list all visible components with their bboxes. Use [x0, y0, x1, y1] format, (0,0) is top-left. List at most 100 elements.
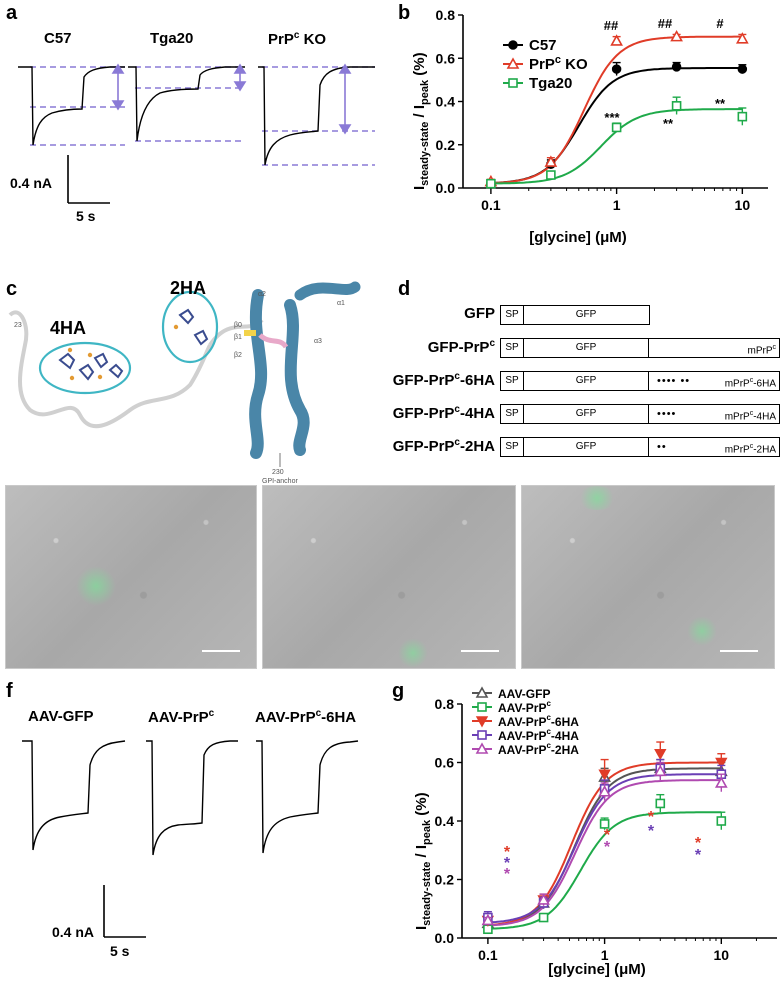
data-point — [653, 764, 667, 777]
legend-label: C57 — [529, 37, 557, 54]
sig-mark-3: # — [716, 16, 724, 31]
x-tick-label: 10 — [714, 947, 730, 963]
y-tick-label: 0.4 — [436, 94, 456, 110]
data-point — [486, 178, 496, 189]
star-2: * — [504, 855, 511, 872]
tick-labels: 0.0 0.2 0.4 0.6 0.8 0.1 1 10 — [435, 696, 730, 963]
legend-marker — [508, 40, 518, 50]
star-5: * — [604, 839, 611, 856]
prp-segment: •• mPrPc-2HA — [648, 438, 779, 456]
legend-label: AAV-PrPc-6HA — [498, 713, 579, 729]
star-6: * — [648, 809, 655, 826]
prp-segment: •••• mPrPc-4HA — [648, 405, 779, 423]
prp-segment: mPrPc — [648, 339, 779, 357]
trace-aav-prpc — [146, 740, 238, 856]
micrograph-1 — [5, 485, 257, 669]
sig-mark-2: ## — [658, 16, 673, 31]
legend: AAV-GFPAAV-PrPcAAV-PrPc-6HAAAV-PrPc-4HAA… — [472, 686, 579, 757]
scale-bar — [461, 650, 499, 652]
label-residue-23: 23 — [14, 322, 22, 329]
gfp-segment: GFP — [575, 309, 597, 320]
data-point — [537, 893, 550, 905]
gfp-segment: GFP — [575, 342, 597, 353]
panel-letter-b: b — [398, 2, 411, 24]
label-beta2: β2 — [234, 352, 242, 359]
y-tick-label: 0.2 — [435, 872, 455, 888]
construct-box: SP GFP •• mPrPc-2HA — [500, 437, 780, 457]
legend-marker — [508, 78, 518, 88]
fit-curve — [490, 35, 743, 184]
legend-label: PrPc KO — [529, 54, 588, 73]
ha-circle-2ha — [161, 290, 219, 364]
scale-bar — [720, 650, 758, 652]
axes — [457, 703, 777, 944]
trace-label-aav-gfp: AAV-GFP — [28, 708, 94, 725]
star-9: * — [695, 847, 702, 864]
scale-current-f: 0.4 nA — [52, 924, 95, 940]
panel-letter-g: g — [392, 680, 405, 702]
data-point — [599, 819, 610, 829]
region-label-4ha: 4HA — [50, 318, 87, 338]
double-arrows — [111, 63, 352, 135]
scale-time-f: 5 s — [110, 943, 130, 959]
data-point — [670, 29, 683, 42]
data-point — [715, 757, 728, 769]
construct-row: GFP-PrPc-4HA SP GFP •••• mPrPc-4HA — [393, 404, 780, 426]
trace-aav-gfp — [22, 740, 126, 851]
construct-row: GFP-PrPc-6HA SP GFP •••• •• mPrPc-6HA — [393, 371, 780, 393]
data-point — [716, 816, 727, 826]
data-point — [611, 122, 622, 133]
data-point — [610, 34, 623, 46]
legend-marker — [477, 730, 487, 740]
ha-tag-dots: •••• — [657, 408, 677, 420]
data-point — [671, 62, 682, 72]
trace-prpc-ko — [258, 66, 375, 166]
data-points — [481, 741, 728, 935]
micrograph-2 — [262, 485, 516, 669]
dashed-guides — [30, 66, 375, 166]
prp-label: mPrPc-2HA — [724, 443, 776, 456]
panel-a-traces — [18, 63, 375, 204]
panel-letter-f: f — [6, 680, 13, 702]
gfp-signal — [577, 486, 617, 510]
scale-bar-a — [67, 155, 110, 204]
data-point — [546, 170, 556, 180]
legend-label: AAV-GFP — [498, 687, 550, 701]
trace-label-aav-prpc-6ha: AAV-PrPc-6HA — [255, 708, 357, 726]
construct-row: GFP-PrPc SP GFP mPrPc — [410, 338, 780, 360]
legend-marker — [475, 686, 489, 698]
gfp-segment: GFP — [575, 375, 597, 386]
construct-row: GFP-PrPc-2HA SP GFP •• mPrPc-2HA — [393, 437, 780, 459]
panel-letter-d: d — [398, 278, 411, 300]
ha-tag-dots: •••• •• — [657, 375, 691, 387]
x-tick-label: 1 — [613, 197, 621, 213]
star-4: * — [604, 827, 611, 844]
helix-pink — [258, 333, 289, 349]
sig-mark-6: ** — [663, 116, 674, 131]
y-tick-label: 0.8 — [435, 696, 455, 712]
legend-label: AAV-PrPc — [498, 699, 551, 715]
construct-name: GFP — [464, 305, 495, 322]
construct-name: GFP-PrPc-6HA — [392, 371, 495, 389]
data-point — [655, 798, 666, 809]
construct-list: GFP SP GFP GFP-PrPc SP GFP mPrPc GFP-PrPc-6HA SP… — [393, 305, 780, 485]
construct-name: GFP-PrPc-2HA — [392, 437, 495, 455]
data-points — [484, 29, 749, 189]
construct-box: SP GFP •••• mPrPc-4HA — [500, 404, 780, 424]
x-tick-label: 0.1 — [478, 947, 498, 963]
y-tick-label: 0.8 — [436, 7, 456, 23]
trace-aav-prpc-6ha — [256, 740, 359, 854]
legend-marker — [506, 57, 520, 69]
signal-peptide-segment: SP — [501, 339, 524, 357]
trace-label-aav-prpc: AAV-PrPc — [148, 708, 215, 726]
significance-stars: * * * * * * * * * — [504, 809, 702, 883]
star-7: * — [648, 823, 655, 840]
data-point — [654, 749, 667, 761]
panel-letter-c: c — [6, 278, 18, 300]
y-tick-label: 0.6 — [436, 50, 456, 66]
panel-letter-a: a — [6, 2, 18, 24]
y-tick-label: 0.0 — [435, 930, 455, 946]
panel-g-chart: 0.00.20.40.60.80.1 1 10 AAV-GFPAAV-PrPcAAV… — [413, 686, 777, 978]
panel-c-structure — [8, 281, 361, 467]
